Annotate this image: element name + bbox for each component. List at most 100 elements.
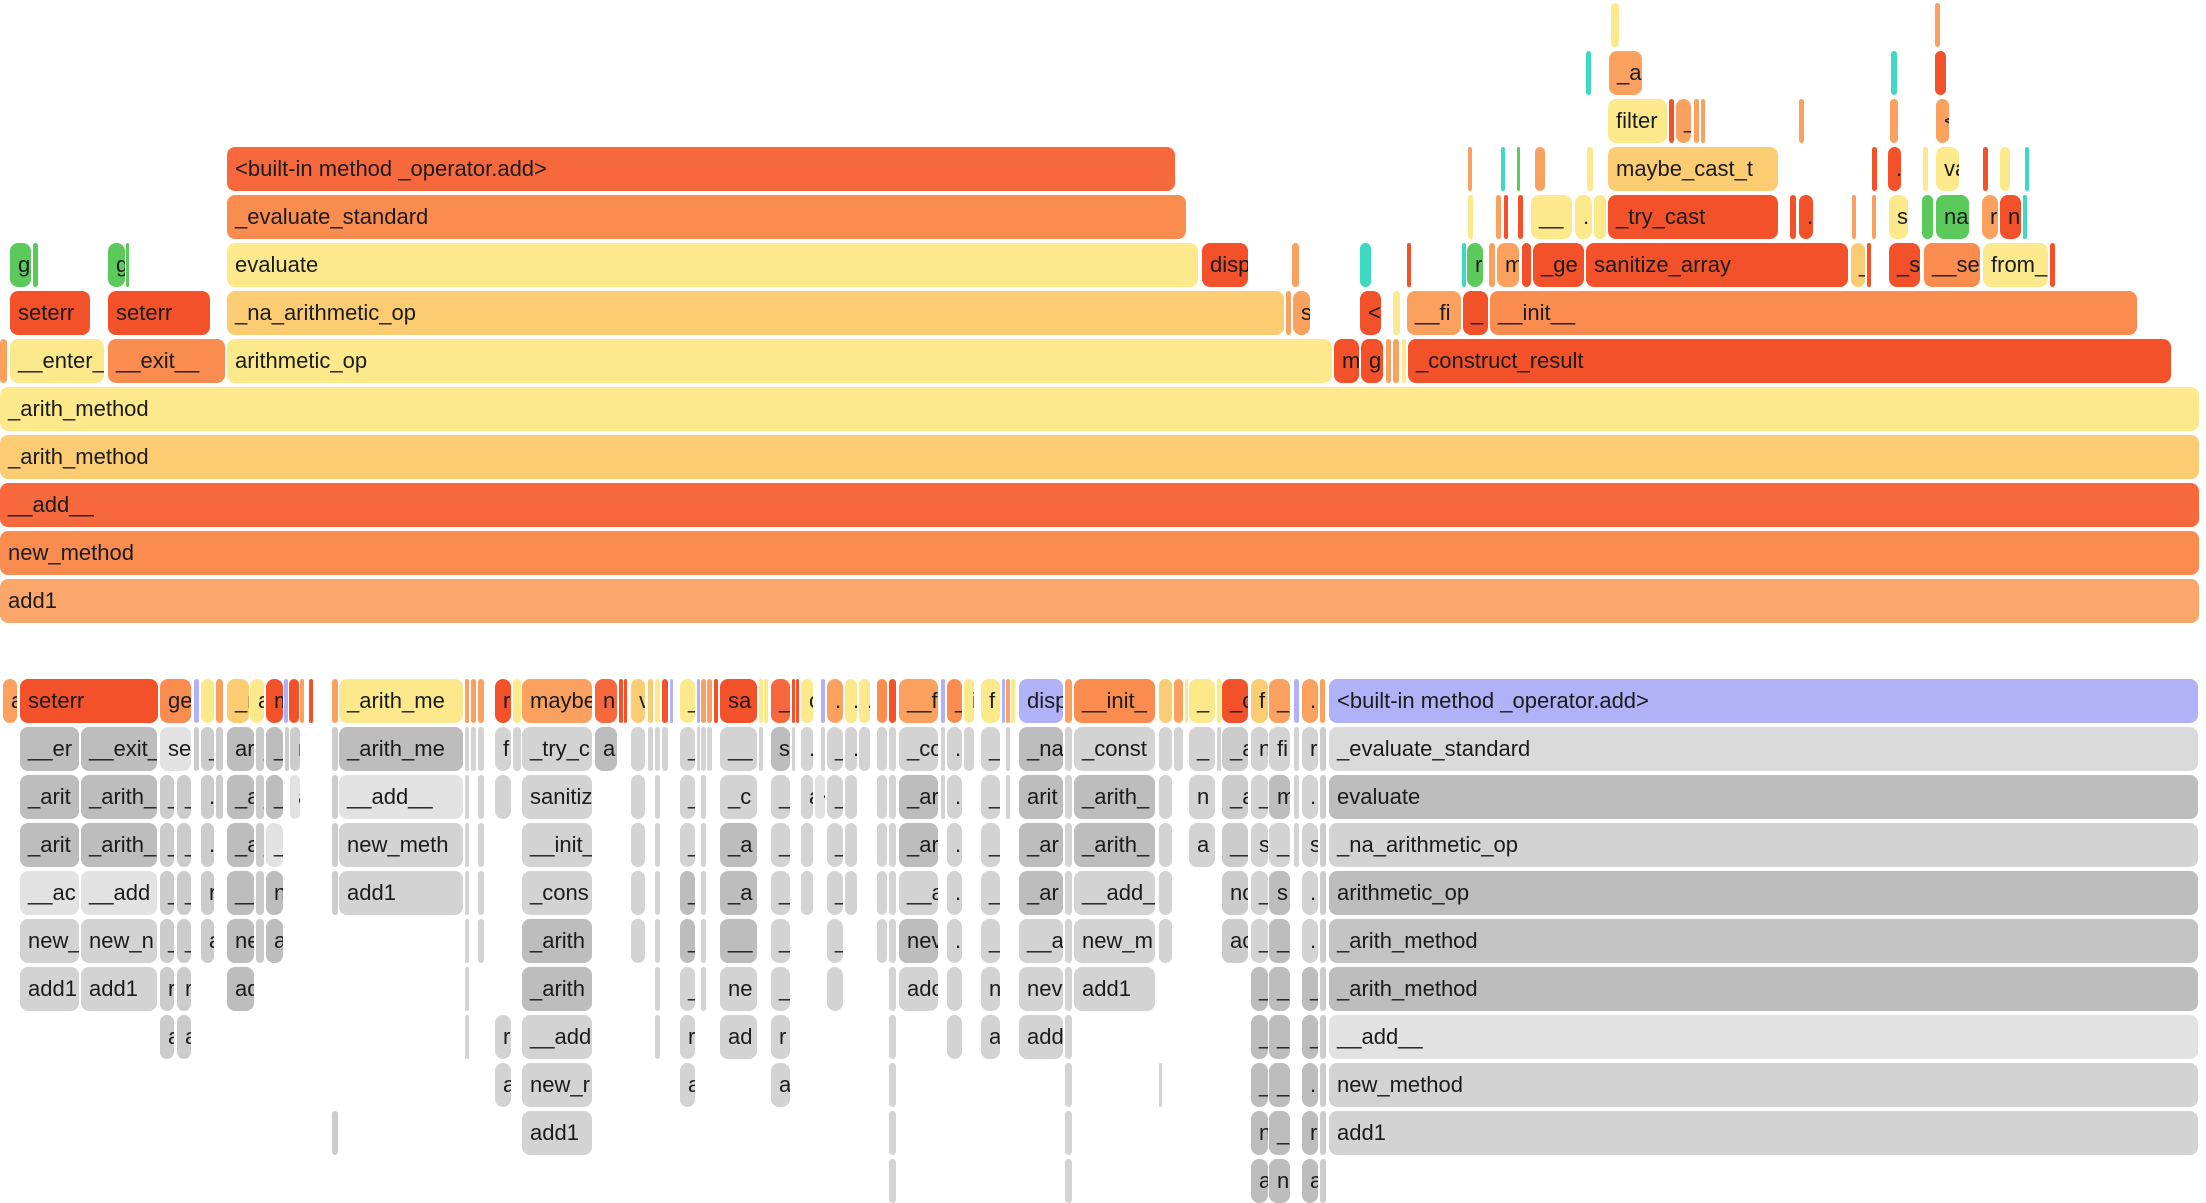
top-frame-add[interactable]: __add__ <box>0 483 2199 527</box>
bottom-frame-sliver[interactable] <box>697 679 700 723</box>
bottom-frame-arith[interactable]: _arith_ <box>81 823 157 867</box>
bottom-frame-m[interactable]: m <box>1269 775 1290 819</box>
bottom-frame-sliver[interactable] <box>1159 727 1172 771</box>
bottom-frame-const[interactable]: _const <box>1074 727 1155 771</box>
bottom-frame-sliver[interactable] <box>1217 679 1221 723</box>
bottom-frame-sanitiz[interactable]: sanitiz <box>522 775 592 819</box>
bottom-frame-arit[interactable]: _arit <box>20 823 79 867</box>
bottom-frame-sliver[interactable] <box>471 679 476 723</box>
bottom-frame-sliver[interactable]: _ <box>1189 727 1215 771</box>
top-frame-exit[interactable]: __exit__ <box>108 339 225 383</box>
bottom-frame-sliver[interactable]: _ <box>1251 775 1268 819</box>
top-frame-sliver[interactable] <box>1402 339 1406 383</box>
bottom-frame-ar[interactable]: _ar <box>899 823 938 867</box>
bottom-frame-sliver[interactable] <box>1320 1159 1326 1203</box>
bottom-frame-n[interactable]: n <box>256 871 264 915</box>
bottom-frame-sliver[interactable] <box>1065 919 1072 963</box>
top-frame-sliver[interactable] <box>1517 147 1520 191</box>
bottom-frame-sliver[interactable]: . <box>877 775 887 819</box>
bottom-frame-sliver[interactable] <box>478 727 484 771</box>
bottom-frame-sliver[interactable] <box>289 679 299 723</box>
top-frame-sliver[interactable] <box>1935 3 1940 47</box>
bottom-frame-sliver[interactable] <box>845 823 857 867</box>
top-frame-s[interactable]: _s <box>1889 243 1920 287</box>
top-frame-sanitize-array[interactable]: sanitize_array <box>1586 243 1848 287</box>
bottom-frame-sliver[interactable] <box>889 775 896 819</box>
bottom-frame-sliver[interactable]: _ <box>201 727 214 771</box>
bottom-frame-sliver[interactable] <box>796 679 799 723</box>
bottom-frame-sliver[interactable]: _ <box>981 727 1000 771</box>
bottom-frame-sliver[interactable]: . <box>1302 775 1318 819</box>
top-frame-sliver[interactable] <box>1867 243 1871 287</box>
bottom-frame-sliver[interactable] <box>701 823 706 867</box>
bottom-frame-sliver[interactable] <box>1174 679 1183 723</box>
bottom-frame-nev[interactable]: nev <box>1019 967 1063 1011</box>
bottom-frame-sliver[interactable] <box>1065 823 1072 867</box>
bottom-frame-sliver[interactable] <box>889 871 896 915</box>
bottom-frame-sliver[interactable] <box>662 727 668 771</box>
top-frame-n[interactable]: n <box>2000 195 2021 239</box>
top-frame-add1[interactable]: add1 <box>0 579 2199 623</box>
bottom-frame-sliver[interactable] <box>332 775 338 819</box>
bottom-frame-arith-me[interactable]: _arith_me <box>339 679 463 723</box>
bottom-frame-a[interactable]: a <box>1302 1159 1318 1203</box>
bottom-frame-new-m[interactable]: new_m <box>1074 919 1155 963</box>
bottom-frame-sliver[interactable] <box>1320 823 1326 867</box>
bottom-frame-sliver[interactable]: . <box>201 775 214 819</box>
bottom-frame-evaluate-standard[interactable]: _evaluate_standard <box>1329 727 2198 771</box>
bottom-frame-sliver[interactable]: _ <box>1251 919 1268 963</box>
bottom-frame-new-r[interactable]: new_r <box>522 1063 592 1107</box>
bottom-frame-sliver[interactable] <box>759 727 763 771</box>
bottom-frame-sliver[interactable]: . <box>947 919 962 963</box>
bottom-frame-evaluate[interactable]: evaluate <box>1329 775 2198 819</box>
bottom-frame-sliver[interactable] <box>513 679 521 723</box>
bottom-frame-sliver[interactable] <box>631 919 645 963</box>
top-frame-sliver[interactable] <box>1669 99 1674 143</box>
bottom-frame-a[interactable]: a <box>3 679 17 723</box>
top-frame-maybe-cast-t[interactable]: maybe_cast_t <box>1608 147 1778 191</box>
bottom-frame-sliver[interactable] <box>655 823 660 867</box>
bottom-frame-sliver[interactable]: _ <box>680 679 695 723</box>
bottom-frame-a[interactable]: a <box>801 775 813 819</box>
bottom-frame-a[interactable]: _a <box>266 775 283 819</box>
bottom-frame-maybe[interactable]: maybe <box>522 679 592 723</box>
bottom-frame-sliver[interactable] <box>662 679 668 723</box>
bottom-frame-sliver[interactable]: _ <box>827 919 843 963</box>
bottom-frame-sliver[interactable]: _ <box>981 775 1000 819</box>
bottom-frame-sliver[interactable] <box>1320 967 1326 1011</box>
top-frame-sliver[interactable] <box>1701 99 1705 143</box>
bottom-frame-ad[interactable]: ad <box>720 1015 757 1059</box>
bottom-frame-sliver[interactable]: _ <box>1302 1015 1318 1059</box>
top-frame-arith-method[interactable]: _arith_method <box>0 435 2199 479</box>
top-frame-r[interactable]: r <box>1467 243 1483 287</box>
bottom-frame-sliver[interactable] <box>1006 775 1010 819</box>
top-frame-sliver[interactable] <box>1468 147 1472 191</box>
bottom-frame-sliver[interactable] <box>947 967 962 1011</box>
top-frame-sliver[interactable] <box>1468 195 1473 239</box>
top-frame-sliver[interactable] <box>1790 195 1796 239</box>
top-frame-built-in-method-operator-add[interactable]: <built-in method _operator.add> <box>227 147 1175 191</box>
bottom-frame-disp[interactable]: disp <box>1019 679 1063 723</box>
bottom-frame-sliver[interactable] <box>759 679 763 723</box>
bottom-frame-er[interactable]: __er <box>20 727 79 771</box>
top-frame-s[interactable]: s <box>1293 291 1310 335</box>
top-frame-sliver[interactable] <box>1923 147 1928 191</box>
bottom-frame-sliver[interactable]: _ <box>1251 1015 1268 1059</box>
bottom-frame-sliver[interactable] <box>465 967 469 1011</box>
top-frame-fi[interactable]: __fi <box>1407 291 1461 335</box>
bottom-frame-sliver[interactable] <box>194 679 199 723</box>
bottom-frame-sliver[interactable] <box>764 679 768 723</box>
bottom-frame-ne[interactable]: ne <box>720 967 757 1011</box>
bottom-frame-sliver[interactable] <box>194 727 199 771</box>
bottom-frame-sliver[interactable]: . <box>827 679 843 723</box>
bottom-frame-sliver[interactable]: . <box>859 679 870 723</box>
top-frame-ge[interactable]: _ge <box>1533 243 1584 287</box>
bottom-frame-sliver[interactable] <box>1320 871 1326 915</box>
bottom-frame-sliver[interactable] <box>1294 679 1299 723</box>
bottom-frame-ad[interactable]: ad <box>227 967 254 1011</box>
bottom-frame-sliver[interactable] <box>821 727 825 771</box>
bottom-frame-sliver[interactable]: . <box>947 775 962 819</box>
bottom-frame-sliver[interactable]: _ <box>160 919 174 963</box>
bottom-frame-sliver[interactable] <box>1065 679 1072 723</box>
bottom-frame-sliver[interactable] <box>465 919 469 963</box>
